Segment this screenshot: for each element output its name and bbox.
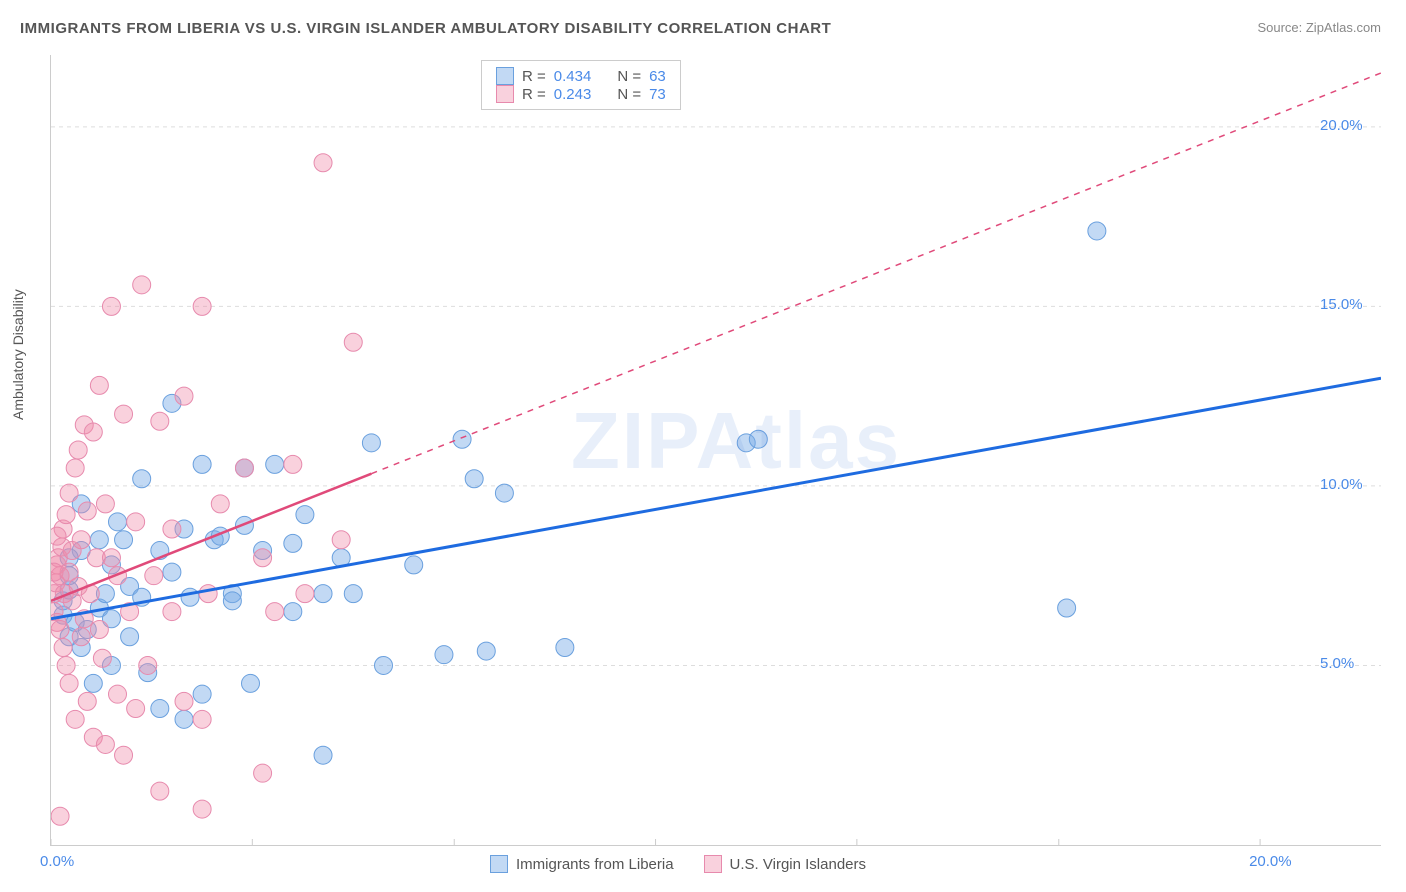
chart-container: IMMIGRANTS FROM LIBERIA VS U.S. VIRGIN I… xyxy=(0,0,1406,892)
stats-row-1: R = 0.434 N = 63 xyxy=(496,67,666,85)
x-tick-label: 20.0% xyxy=(1249,853,1292,870)
x-tick-label: 0.0% xyxy=(40,853,74,870)
scatter-svg xyxy=(51,55,1381,845)
legend-item-2: U.S. Virgin Islanders xyxy=(704,855,866,873)
n-value: 63 xyxy=(649,68,666,85)
plot-area: ZIPAtlas R = 0.434 N = 63 R = 0.243 N = … xyxy=(50,55,1381,846)
legend-item-1: Immigrants from Liberia xyxy=(490,855,674,873)
chart-title: IMMIGRANTS FROM LIBERIA VS U.S. VIRGIN I… xyxy=(20,20,831,37)
series-legend: Immigrants from Liberia U.S. Virgin Isla… xyxy=(490,855,866,873)
y-tick-label: 10.0% xyxy=(1320,476,1363,493)
r-label: R = xyxy=(522,86,546,103)
swatch-blue xyxy=(496,67,514,85)
r-value: 0.434 xyxy=(554,68,592,85)
legend-label: U.S. Virgin Islanders xyxy=(730,856,866,873)
legend-label: Immigrants from Liberia xyxy=(516,856,674,873)
y-tick-label: 15.0% xyxy=(1320,296,1363,313)
swatch-pink xyxy=(704,855,722,873)
r-value: 0.243 xyxy=(554,86,592,103)
stats-row-2: R = 0.243 N = 73 xyxy=(496,85,666,103)
swatch-pink xyxy=(496,85,514,103)
stats-legend: R = 0.434 N = 63 R = 0.243 N = 73 xyxy=(481,60,681,110)
swatch-blue xyxy=(490,855,508,873)
r-label: R = xyxy=(522,68,546,85)
source-label: Source: ZipAtlas.com xyxy=(1257,20,1381,35)
n-label: N = xyxy=(617,86,641,103)
n-value: 73 xyxy=(649,86,666,103)
y-tick-label: 5.0% xyxy=(1320,655,1354,672)
n-label: N = xyxy=(617,68,641,85)
y-tick-label: 20.0% xyxy=(1320,117,1363,134)
y-axis-label: Ambulatory Disability xyxy=(10,289,26,420)
